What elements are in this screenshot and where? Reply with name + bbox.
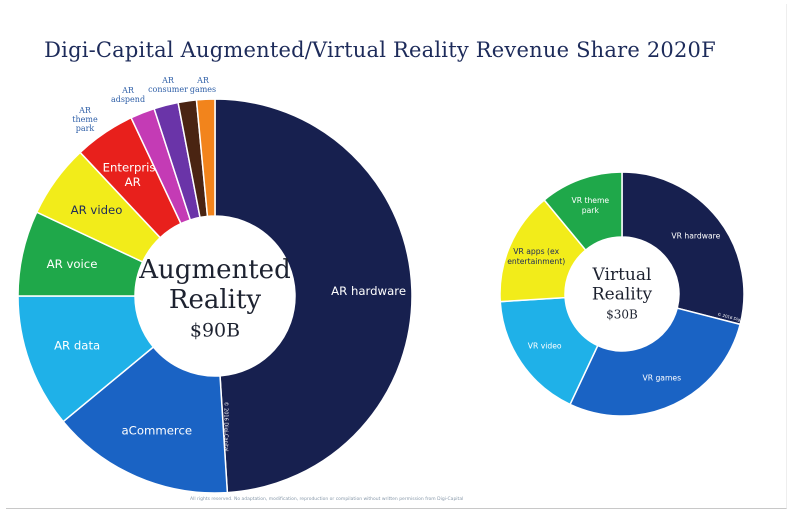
slice-vr-hardware[interactable] xyxy=(621,171,745,326)
slice-label-ar-consumer: AR consumer xyxy=(148,76,188,94)
slice-label-vr-theme-park: VR theme park xyxy=(571,196,609,215)
slice-label-enterprise-ar: Enterprise AR xyxy=(103,160,163,188)
slice-label-vr-video: VR video xyxy=(528,342,562,351)
slice-label-vr-hardware: VR hardware xyxy=(671,232,720,241)
slice-ar-hardware[interactable] xyxy=(214,98,413,494)
center-label-1: Reality xyxy=(592,285,653,305)
slice-label-ar-theme-park: AR theme park xyxy=(72,106,98,133)
slice-vr-video[interactable] xyxy=(499,296,599,406)
ar-donut: AR hardware aCommerce AR data AR voice AR vi… xyxy=(17,98,413,494)
center-label-0: Augmented xyxy=(138,255,290,285)
vr-donut: VR hardware VR games VR video VR apps (ex en… xyxy=(499,171,757,417)
slice-acommerce[interactable] xyxy=(62,345,229,494)
center-label-1: Reality xyxy=(169,285,262,315)
slice-label-acommerce: aCommerce xyxy=(122,423,193,437)
center-label-2: $30B xyxy=(606,307,638,321)
center-label-2: $90B xyxy=(190,320,240,342)
slice-label-ar-data: AR data xyxy=(54,338,100,352)
slice-vr-theme-park[interactable] xyxy=(543,171,623,252)
slice-label-vr-games: VR games xyxy=(642,374,681,383)
center-label-0: Virtual xyxy=(592,265,652,285)
slice-ar-games[interactable] xyxy=(195,98,216,218)
slice-label-ar-hardware: AR hardware xyxy=(331,284,406,298)
slice-label-vr-apps-ex-entertainment: VR apps (ex entertainment) xyxy=(507,247,565,266)
slice-label-ar-voice: AR voice xyxy=(47,257,98,271)
footer-notice: All rights reserved. No adaptation, modi… xyxy=(190,497,464,502)
slice-label-ar-games: AR games xyxy=(189,76,217,94)
slice-label-ar-adspend: AR adspend xyxy=(110,86,146,104)
chart-title: Digi-Capital Augmented/Virtual Reality R… xyxy=(44,38,716,62)
chart-frame xyxy=(6,4,787,509)
slice-label-ar-video: AR video xyxy=(71,202,123,216)
copyright-label: © 2016 Digi-Capital xyxy=(223,401,230,451)
slice-vr-games[interactable] xyxy=(569,307,742,417)
